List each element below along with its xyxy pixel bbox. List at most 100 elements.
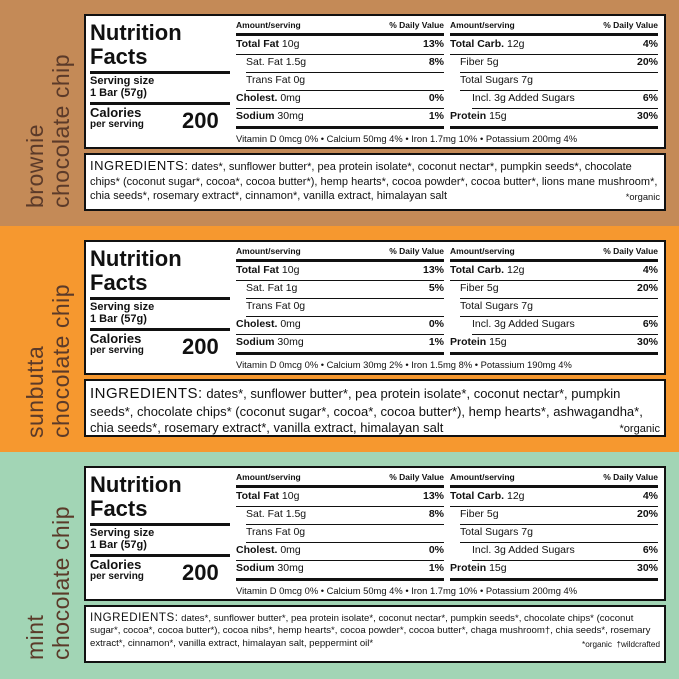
rule	[460, 90, 658, 91]
rule	[236, 33, 444, 36]
nutrient-name: Total Sugars	[460, 74, 519, 86]
column-header: % Daily Value	[603, 246, 658, 256]
nutrient-row: Total Fat 10g	[236, 264, 299, 276]
ingredients-note: *organic	[619, 423, 660, 436]
nutrient-amount: 5g	[486, 56, 499, 68]
per-serving: per serving	[90, 571, 144, 582]
nutrient-amount: 7g	[521, 74, 533, 86]
nutrient-name: Total Fat	[236, 38, 279, 50]
per-serving: per serving	[90, 345, 144, 356]
nutrient-row: Total Carb. 12g	[450, 490, 525, 502]
rule	[246, 524, 444, 525]
rule	[450, 578, 658, 581]
nutrient-row: Fiber 5g	[460, 508, 499, 520]
nutrient-amount: 0g	[293, 526, 306, 538]
ingredients: INGREDIENTS: dates*, sunflower butter*, …	[84, 379, 666, 437]
daily-value: 0%	[428, 92, 444, 104]
flavor-name: chocolate chip	[48, 506, 75, 660]
nutrient-name: Protein	[450, 336, 487, 348]
nutrient-name: Sat. Fat	[246, 508, 283, 520]
flavor-name: chocolate chip	[48, 54, 75, 208]
nutrient-row: Sat. Fat 1.5g	[246, 508, 306, 520]
column-header: Amount/serving	[450, 472, 515, 482]
ingredients-text: INGREDIENTS: dates*, sunflower butter*, …	[90, 610, 660, 651]
calories: 200	[182, 108, 219, 133]
calories-label: Calories	[90, 557, 142, 572]
ingredients-label: INGREDIENTS:	[90, 385, 203, 402]
flavor-name: brownie	[22, 124, 49, 208]
nutrient-amount: 10g	[281, 490, 300, 502]
rule	[450, 280, 658, 281]
facts-title: Nutrition	[90, 20, 182, 45]
serving-label: Serving size	[90, 527, 155, 539]
nutrient-row: Cholest. 0mg	[236, 92, 301, 104]
daily-value: 4%	[642, 38, 658, 50]
nutrient-name: Incl. 3g Added Sugars	[472, 544, 575, 556]
ingredients: INGREDIENTS: dates*, sunflower butter*, …	[84, 605, 666, 663]
rule	[90, 297, 230, 300]
nutrient-name: Protein	[450, 562, 487, 574]
daily-value: 0%	[428, 544, 444, 556]
column-header: Amount/serving	[236, 20, 301, 30]
ingredients-list: dates*, sunflower butter*, pea protein i…	[90, 161, 658, 203]
column-header: % Daily Value	[389, 472, 444, 482]
nutrient-name: Fiber	[460, 508, 484, 520]
ingredients-note: *organic †wildcrafted	[582, 639, 660, 649]
rule	[90, 523, 230, 526]
rule	[90, 102, 230, 105]
daily-value: 8%	[428, 508, 444, 520]
nutrient-amount: 1.5g	[285, 508, 307, 520]
rule	[460, 298, 658, 299]
rule	[450, 33, 658, 36]
nutrient-amount: 12g	[506, 264, 525, 276]
nutrient-amount: 15g	[489, 562, 507, 574]
nutrient-name: Trans Fat	[246, 74, 291, 86]
serving-size: 1 Bar (57g)	[90, 87, 147, 99]
flavor-panel: sunbutta chocolate chip Nutrition Facts Serv…	[0, 226, 679, 453]
ingredients-list: dates*, sunflower butter*, pea protein i…	[90, 613, 651, 649]
rule	[460, 72, 658, 73]
nutrient-row: Total Carb. 12g	[450, 264, 525, 276]
rule	[236, 126, 444, 129]
serving-label: Serving size	[90, 301, 155, 313]
nutrient-name: Incl. 3g Added Sugars	[472, 318, 575, 330]
flavor-text: chocolate chip	[48, 53, 74, 208]
nutrient-row: Cholest. 0mg	[236, 544, 301, 556]
column-header: % Daily Value	[389, 20, 444, 30]
calories-label: Calories	[90, 331, 142, 346]
ingredients-label: INGREDIENTS:	[90, 611, 179, 624]
vitamins-footer: Vitamin D 0mcg 0% • Calcium 50mg 4% • Ir…	[236, 585, 578, 596]
nutrient-row: Fiber 5g	[460, 56, 499, 68]
ingredients-label: INGREDIENTS:	[90, 158, 189, 173]
daily-value: 13%	[422, 38, 444, 50]
nutrient-amount: 5g	[486, 508, 499, 520]
facts-title: Facts	[90, 270, 148, 295]
nutrient-name: Sat. Fat	[246, 56, 283, 68]
calories-label: Calories	[90, 105, 142, 120]
nutrient-amount: 7g	[521, 300, 533, 312]
rule	[236, 54, 444, 55]
nutrient-amount: 30mg	[277, 336, 304, 348]
daily-value: 6%	[642, 318, 658, 330]
nutrient-amount: 15g	[489, 336, 507, 348]
daily-value: 4%	[642, 490, 658, 502]
flavor-text: sunbutta	[22, 345, 48, 438]
rule	[90, 328, 230, 331]
rule	[460, 316, 658, 317]
calories: 200	[182, 334, 219, 359]
rule	[236, 108, 444, 109]
flavor-name: mint	[22, 615, 49, 660]
serving-size: 1 Bar (57g)	[90, 313, 147, 325]
nutrient-amount: 10g	[281, 264, 300, 276]
nutrient-amount: 0g	[293, 74, 306, 86]
daily-value: 20%	[636, 56, 658, 68]
rule	[450, 485, 658, 488]
rule	[236, 578, 444, 581]
vitamins-footer: Vitamin D 0mcg 0% • Calcium 50mg 4% • Ir…	[236, 133, 578, 144]
rule	[450, 126, 658, 129]
nutrient-row: Sodium 30mg	[236, 562, 304, 574]
nutrient-row: Incl. 3g Added Sugars	[472, 318, 575, 330]
daily-value: 6%	[642, 92, 658, 104]
facts-title: Nutrition	[90, 246, 182, 271]
